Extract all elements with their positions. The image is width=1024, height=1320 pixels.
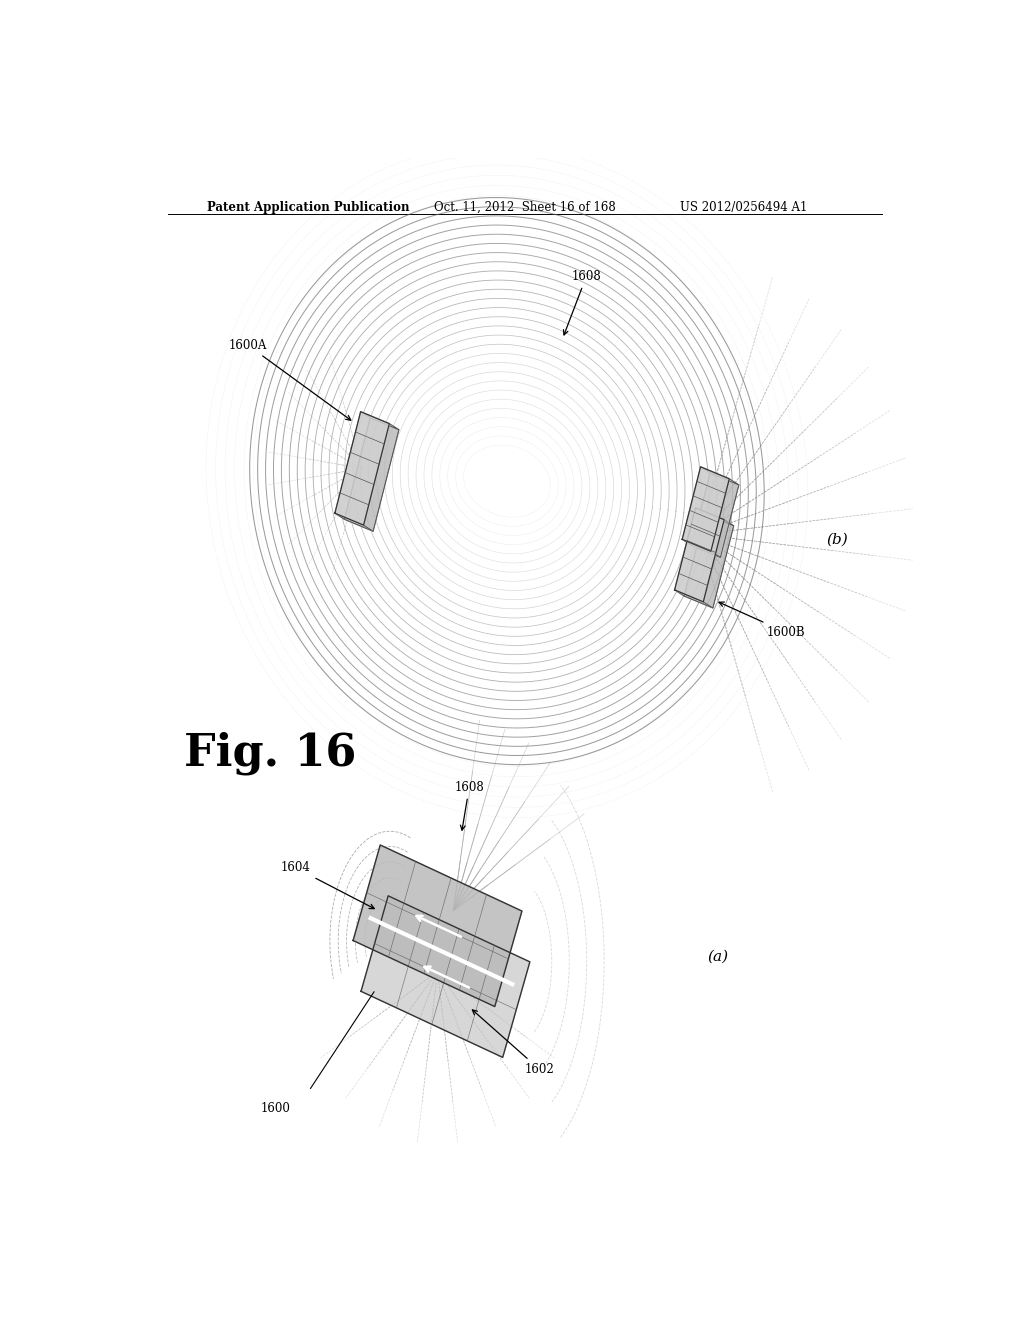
Polygon shape: [703, 520, 733, 609]
Polygon shape: [335, 513, 373, 531]
Text: 1604: 1604: [281, 862, 375, 908]
Text: Fig. 16: Fig. 16: [183, 731, 356, 775]
Text: US 2012/0256494 A1: US 2012/0256494 A1: [680, 201, 807, 214]
Polygon shape: [344, 418, 399, 531]
Polygon shape: [675, 508, 705, 597]
Text: (b): (b): [826, 532, 848, 546]
Polygon shape: [353, 845, 522, 1007]
Text: 1608: 1608: [563, 269, 601, 335]
Polygon shape: [684, 513, 733, 609]
Polygon shape: [675, 590, 713, 609]
Polygon shape: [711, 479, 738, 557]
Polygon shape: [364, 424, 399, 531]
Polygon shape: [700, 467, 738, 484]
Text: 1600A: 1600A: [228, 338, 351, 420]
Polygon shape: [335, 412, 389, 525]
Polygon shape: [682, 540, 721, 557]
Polygon shape: [695, 508, 733, 525]
Polygon shape: [675, 508, 724, 602]
Text: 1602: 1602: [472, 1010, 555, 1076]
Text: Oct. 11, 2012  Sheet 16 of 168: Oct. 11, 2012 Sheet 16 of 168: [433, 201, 615, 214]
Text: 1600: 1600: [261, 1102, 291, 1114]
Polygon shape: [335, 412, 370, 519]
Polygon shape: [361, 896, 529, 1057]
Text: (a): (a): [708, 949, 728, 964]
Polygon shape: [360, 412, 399, 430]
Text: 1600B: 1600B: [719, 602, 806, 639]
Polygon shape: [682, 467, 729, 552]
Text: Patent Application Publication: Patent Application Publication: [207, 201, 410, 214]
Polygon shape: [682, 467, 710, 545]
Polygon shape: [692, 473, 738, 557]
Text: 1608: 1608: [455, 780, 484, 830]
